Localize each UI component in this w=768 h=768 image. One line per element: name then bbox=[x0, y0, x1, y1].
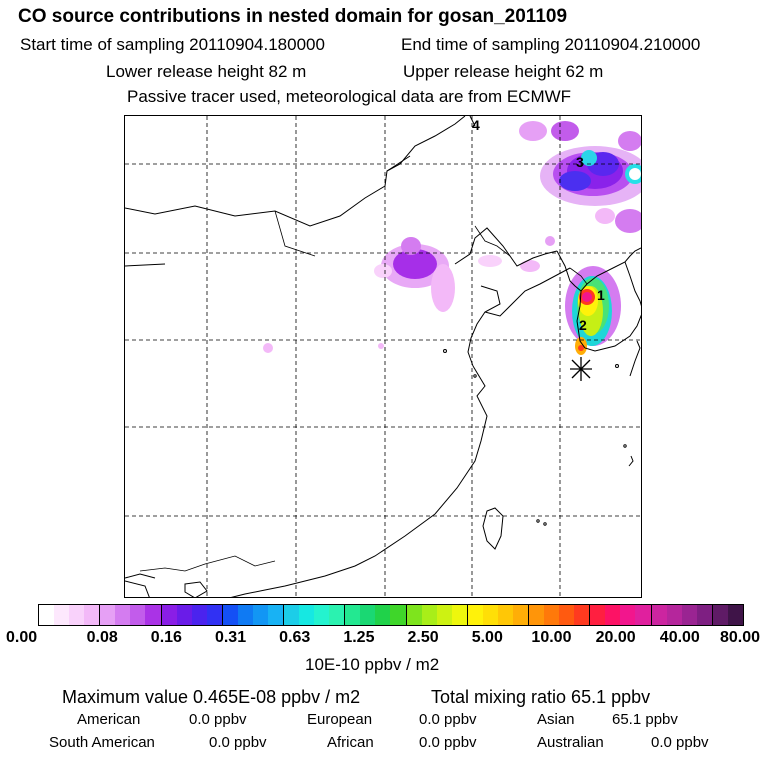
marker-2: 2 bbox=[579, 317, 587, 333]
region-value-australian: 0.0 ppbv bbox=[651, 734, 709, 751]
color-scale-segment bbox=[314, 605, 330, 625]
color-scale-segment bbox=[544, 605, 560, 625]
color-scale-segment bbox=[252, 605, 268, 625]
color-scale-segment bbox=[329, 605, 345, 625]
color-scale-tick-label: 1.25 bbox=[343, 629, 375, 646]
color-scale-segment bbox=[375, 605, 391, 625]
region-name-european: European bbox=[307, 711, 373, 728]
color-scale-segment bbox=[405, 605, 422, 625]
color-scale-tick-label: 0.31 bbox=[214, 629, 247, 646]
upper-release-height: Upper release height 62 m bbox=[403, 62, 604, 81]
color-scale-segment bbox=[115, 605, 131, 625]
maximum-value: Maximum value 0.465E-08 ppbv / m2 bbox=[62, 687, 361, 707]
color-scale-tick-label: 0.08 bbox=[86, 629, 118, 646]
color-scale-segment bbox=[69, 605, 85, 625]
lat-lon-grid bbox=[125, 116, 641, 597]
color-scale-segment bbox=[696, 605, 712, 625]
color-scale-segment bbox=[681, 605, 697, 625]
color-scale-segment bbox=[589, 605, 606, 625]
color-scale-segment bbox=[666, 605, 682, 625]
region-value-african: 0.0 ppbv bbox=[419, 734, 477, 751]
color-scale-tick-label: 40.00 bbox=[659, 629, 700, 646]
color-scale-segment bbox=[605, 605, 621, 625]
color-scale-segment bbox=[466, 605, 483, 625]
lower-release-height: Lower release height 82 m bbox=[106, 62, 307, 81]
color-scale-segment bbox=[267, 605, 283, 625]
color-scale-tick-label: 5.00 bbox=[471, 629, 503, 646]
color-scale-segment bbox=[206, 605, 222, 625]
color-scale-tick-label: 2.50 bbox=[407, 629, 439, 646]
color-scale-segment bbox=[191, 605, 207, 625]
concentration-field bbox=[263, 121, 641, 355]
color-scale-segment bbox=[130, 605, 146, 625]
color-scale-segment bbox=[390, 605, 406, 625]
region-name-american: American bbox=[77, 711, 141, 728]
color-scale-tick-label: 0.16 bbox=[150, 629, 182, 646]
region-name-african: African bbox=[327, 734, 374, 751]
map-canvas: 1 2 3 4 bbox=[125, 116, 641, 597]
color-scale-tick-label: 10.00 bbox=[531, 629, 572, 646]
color-scale-segment bbox=[39, 605, 55, 625]
marker-4: 4 bbox=[472, 117, 480, 133]
region-name-asian: Asian bbox=[537, 711, 575, 728]
color-scale-segment bbox=[344, 605, 361, 625]
color-scale-segment bbox=[512, 605, 528, 625]
region-name-australian: Australian bbox=[537, 734, 604, 751]
color-scale-segment bbox=[451, 605, 467, 625]
color-scale-segment bbox=[54, 605, 70, 625]
region-value-asian: 65.1 ppbv bbox=[612, 711, 678, 728]
region-value-south-american: 0.0 ppbv bbox=[209, 734, 267, 751]
color-scale-segment bbox=[160, 605, 177, 625]
color-scale-segment bbox=[221, 605, 238, 625]
color-scale-tick-label: 0.00 bbox=[6, 629, 38, 646]
color-scale-segment bbox=[635, 605, 651, 625]
color-scale-bar bbox=[38, 604, 744, 626]
color-scale-segment bbox=[237, 605, 253, 625]
start-time-label: Start time of sampling 20110904.180000 bbox=[20, 35, 325, 54]
color-scale-segment bbox=[559, 605, 575, 625]
color-scale-segment bbox=[360, 605, 376, 625]
color-scale-tick-label: 20.00 bbox=[595, 629, 636, 646]
color-scale-segment bbox=[497, 605, 513, 625]
map-panel: 1 2 3 4 bbox=[124, 115, 642, 598]
color-scale-segment bbox=[482, 605, 498, 625]
color-scale-segment bbox=[727, 605, 743, 625]
color-scale-segment bbox=[711, 605, 728, 625]
total-mixing-ratio: Total mixing ratio 65.1 ppbv bbox=[431, 687, 651, 707]
color-scale-segment bbox=[145, 605, 161, 625]
color-scale-segment bbox=[176, 605, 192, 625]
color-scale-segment bbox=[421, 605, 437, 625]
color-scale-segment bbox=[99, 605, 116, 625]
region-name-south-american: South American bbox=[49, 734, 155, 751]
plot-title: CO source contributions in nested domain… bbox=[18, 6, 568, 27]
marker-3: 3 bbox=[576, 154, 584, 170]
color-scale-segment bbox=[620, 605, 636, 625]
color-scale-tick-label: 80.00 bbox=[719, 629, 760, 646]
region-value-european: 0.0 ppbv bbox=[419, 711, 477, 728]
color-scale-segment bbox=[283, 605, 300, 625]
color-scale-segment bbox=[84, 605, 100, 625]
color-scale-segment bbox=[436, 605, 452, 625]
color-scale-segment bbox=[650, 605, 667, 625]
color-scale-segment bbox=[574, 605, 590, 625]
color-scale-tick-label: 0.63 bbox=[279, 629, 311, 646]
political-borders bbox=[139, 210, 588, 572]
receptor-star-icon bbox=[570, 357, 592, 381]
color-scale-unit: 10E-10 ppbv / m2 bbox=[305, 655, 440, 674]
color-scale-segment bbox=[528, 605, 545, 625]
marker-1: 1 bbox=[597, 287, 605, 303]
tracer-note: Passive tracer used, meteorological data… bbox=[127, 87, 572, 106]
color-scale-segment bbox=[299, 605, 315, 625]
coastlines bbox=[125, 116, 641, 597]
region-value-american: 0.0 ppbv bbox=[189, 711, 247, 728]
end-time-label: End time of sampling 20110904.210000 bbox=[401, 35, 701, 54]
